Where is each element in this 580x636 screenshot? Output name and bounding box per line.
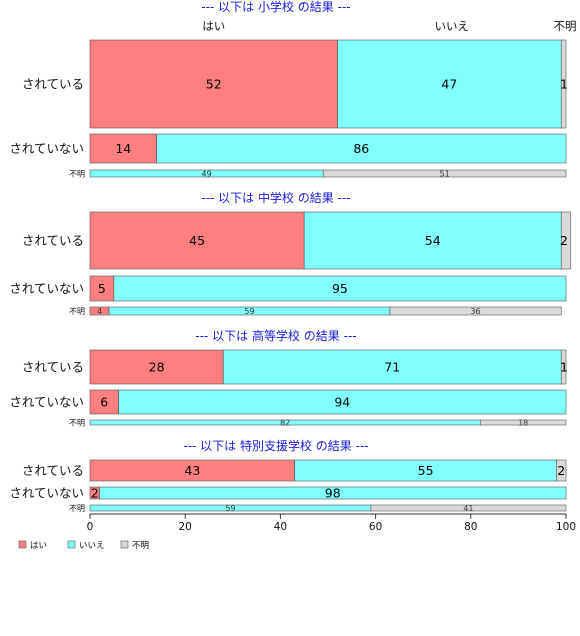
bar-p2-r0-2 — [560, 349, 567, 385]
row-label-p2-r1: されていない — [9, 395, 84, 410]
bar-p0-r0-0 — [89, 39, 338, 129]
row-label-p1-r2: 不明 — [69, 307, 85, 316]
data-label-p1-r2-2: 36 — [470, 307, 480, 316]
panel-title-0: --- 以下は 小学校 の結果 --- — [201, 0, 350, 14]
row-label-p0-r1: されていない — [9, 141, 84, 156]
data-label-p0-r1-0: 14 — [115, 141, 131, 156]
data-label-p0-r1-1: 86 — [353, 141, 369, 156]
panel-title-1: --- 以下は 中学校 の結果 --- — [201, 190, 350, 205]
bar-p0-r0-2 — [560, 39, 567, 129]
data-label-p1-r1-1: 95 — [332, 281, 348, 296]
bar-p1-r0-1 — [303, 211, 562, 270]
row-label-p1-r1: されていない — [9, 281, 84, 296]
bar-p3-r1-1 — [99, 486, 567, 500]
column-header-1: いいえ — [435, 19, 470, 33]
bar-p3-r2-2 — [370, 504, 567, 512]
bar-p3-r0-2 — [556, 459, 567, 482]
legend-label-1: いいえ — [79, 541, 105, 551]
bar-p2-r0-0 — [89, 349, 224, 385]
column-header-0: はい — [202, 19, 225, 33]
x-tick-label-1: 20 — [179, 521, 192, 533]
bar-p1-r1-1 — [113, 275, 567, 302]
bar-p0-r0-1 — [337, 39, 562, 129]
legend-label-0: はい — [30, 541, 47, 551]
x-tick-label-0: 0 — [87, 521, 94, 533]
bar-p1-r2-2 — [389, 306, 562, 316]
row-label-p2-r0: されている — [22, 360, 84, 375]
panel-title-2: --- 以下は 高等学校 の結果 --- — [195, 328, 356, 343]
data-label-p2-r0-1: 71 — [384, 360, 400, 375]
data-label-p3-r0-2: 2 — [557, 463, 565, 478]
panel-title-3: --- 以下は 特別支援学校 の結果 --- — [183, 438, 368, 453]
data-label-p3-r0-0: 43 — [184, 463, 200, 478]
data-label-p1-r2-0: 4 — [97, 307, 102, 316]
data-label-p1-r0-0: 45 — [189, 233, 205, 248]
data-label-p3-r1-0: 2 — [91, 486, 99, 501]
data-label-p0-r0-0: 52 — [206, 77, 222, 92]
bar-p0-r2-2 — [322, 169, 567, 178]
data-label-p1-r0-1: 54 — [425, 233, 441, 248]
row-label-p3-r0: されている — [22, 463, 84, 478]
bar-p2-r1-1 — [118, 389, 567, 415]
data-label-p3-r0-1: 55 — [418, 463, 434, 478]
row-label-p0-r2: 不明 — [69, 170, 85, 179]
data-label-p2-r0-2: 1 — [560, 360, 568, 375]
bar-p2-r2-2 — [480, 419, 567, 426]
data-label-p3-r2-2: 41 — [463, 504, 473, 513]
row-label-p3-r2: 不明 — [69, 504, 85, 513]
row-label-p3-r1: されていない — [9, 486, 84, 501]
row-label-p0-r0: されている — [22, 77, 84, 92]
data-label-p2-r1-0: 6 — [100, 395, 108, 410]
bar-p2-r0-1 — [222, 349, 562, 385]
legend-swatch-0 — [18, 540, 27, 549]
data-label-p0-r2-1: 49 — [202, 170, 212, 179]
bar-p2-r1-0 — [89, 389, 119, 415]
bar-p1-r0-2 — [560, 211, 572, 270]
data-label-p3-r1-1: 98 — [325, 486, 341, 501]
data-label-p2-r0-0: 28 — [149, 360, 165, 375]
row-label-p2-r2: 不明 — [69, 419, 85, 428]
data-label-p0-r0-1: 47 — [441, 77, 457, 92]
row-label-p1-r0: されている — [22, 233, 84, 248]
legend-swatch-2 — [120, 540, 129, 549]
data-label-p0-r2-2: 51 — [440, 170, 450, 179]
x-tick-label-3: 60 — [369, 521, 382, 533]
data-label-p0-r0-2: 1 — [560, 77, 568, 92]
data-label-p3-r2-1: 59 — [225, 504, 235, 513]
data-label-p2-r2-2: 18 — [518, 419, 528, 428]
data-label-p2-r2-1: 82 — [280, 419, 290, 428]
legend-label-2: 不明 — [132, 541, 149, 551]
x-tick-label-4: 80 — [464, 521, 477, 533]
data-label-p1-r2-1: 59 — [244, 307, 254, 316]
bar-p0-r1-1 — [156, 133, 567, 164]
bar-p1-r0-0 — [89, 211, 305, 270]
x-tick-label-5: 100 — [556, 521, 576, 533]
column-header-2: 不明 — [554, 19, 577, 33]
data-label-p1-r0-2: 2 — [560, 233, 568, 248]
x-tick-label-2: 40 — [274, 521, 287, 533]
data-label-p2-r1-1: 94 — [334, 395, 350, 410]
data-label-p1-r1-0: 5 — [98, 281, 106, 296]
legend-swatch-1 — [67, 540, 76, 549]
